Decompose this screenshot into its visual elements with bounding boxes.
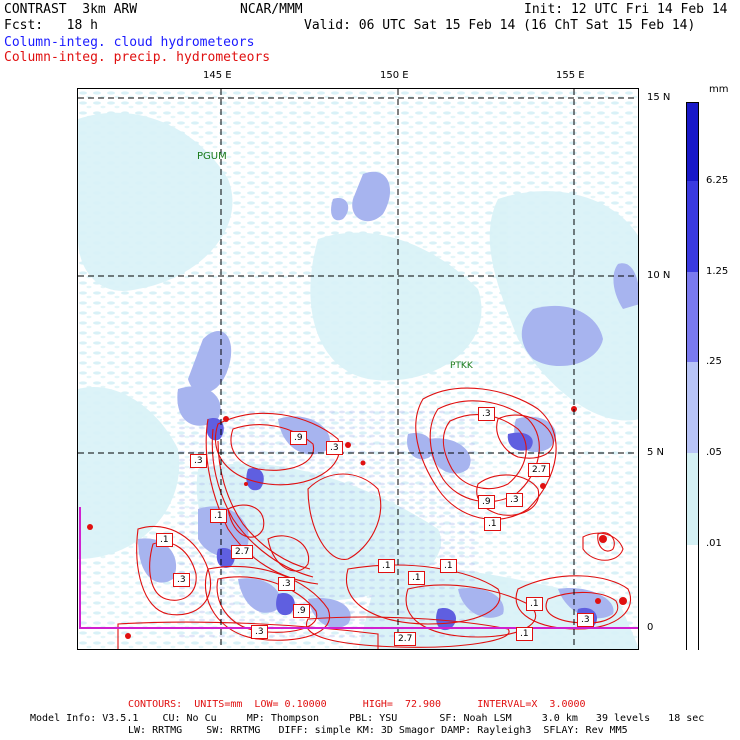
contour-label: .1 (516, 627, 533, 641)
field-precip-label: Column-integ. precip. hydrometeors (4, 50, 271, 65)
lon-label-145: 145 E (203, 70, 232, 81)
colorbar-segment (687, 545, 698, 651)
contour-label: .3 (326, 441, 343, 455)
contour-label: .3 (251, 625, 268, 639)
lon-label-150: 150 E (380, 70, 409, 81)
contour-label: .1 (378, 559, 395, 573)
contour-label: .3 (190, 454, 207, 468)
domain-boundary (79, 507, 638, 629)
contour-label: 2.7 (528, 463, 551, 477)
contour-label: .9 (478, 495, 495, 509)
colorbar-tick: 6.25 (706, 175, 729, 186)
model-info-line2: LW: RRTMG SW: RRTMG DIFF: simple KM: 3D … (128, 725, 628, 736)
contour-label: .1 (210, 509, 227, 523)
contour-label: .9 (290, 431, 307, 445)
precip-dots (87, 406, 627, 639)
forecast-hour: Fcst: 18 h (4, 18, 98, 33)
colorbar (686, 102, 699, 651)
init-time: Init: 12 UTC Fri 14 Feb 14 (524, 2, 728, 17)
valid-time: Valid: 06 UTC Sat 15 Feb 14 (16 ChT Sat … (304, 18, 696, 33)
precip-contours (117, 387, 632, 649)
contours-info: CONTOURS: UNITS=mm LOW= 0.10000 HIGH= 72… (128, 699, 586, 710)
contour-label: .3 (478, 407, 495, 421)
contour-label: .3 (577, 613, 594, 627)
colorbar-segment (687, 181, 698, 272)
contour-label: .1 (408, 571, 425, 585)
lat-label-15n: 15 N (647, 92, 671, 103)
organization-label: NCAR/MMM (240, 2, 303, 17)
contour-label: .1 (440, 559, 457, 573)
field-cloud-label: Column-integ. cloud hydrometeors (4, 35, 255, 50)
lon-label-155: 155 E (556, 70, 585, 81)
model-title: CONTRAST 3km ARW (4, 2, 138, 17)
lat-lon-grid (78, 89, 638, 649)
colorbar-segment (687, 272, 698, 362)
contour-label: 2.7 (231, 545, 254, 559)
colorbar-segment (687, 103, 698, 181)
lat-label-0: 0 (647, 622, 654, 633)
contour-label: 2.7 (394, 632, 417, 646)
model-info-line1: Model Info: V3.5.1 CU: No Cu MP: Thompso… (30, 713, 705, 724)
colorbar-unit: mm (709, 84, 729, 95)
colorbar-segment (687, 453, 698, 545)
colorbar-tick: .25 (706, 356, 722, 367)
contour-label: .3 (173, 573, 190, 587)
contour-label: .3 (278, 577, 295, 591)
contour-label: .1 (156, 533, 173, 547)
colorbar-tick: 1.25 (706, 266, 729, 277)
station-ptkk: PTKK (450, 361, 473, 371)
contour-label: .9 (293, 604, 310, 618)
forecast-map: .9 .3 .3 .1 .1 2.7 .3 .9 .3 .1 .1 .3 .9 … (77, 88, 639, 650)
lat-label-5n: 5 N (647, 447, 665, 458)
contour-label: .3 (506, 493, 523, 507)
map-field-svg (78, 89, 638, 649)
contour-label: .1 (484, 517, 501, 531)
station-pgum: PGUM (197, 151, 227, 162)
colorbar-segment (687, 362, 698, 453)
colorbar-tick: .01 (706, 538, 722, 549)
lat-label-10n: 10 N (647, 270, 671, 281)
contour-label: .1 (526, 597, 543, 611)
colorbar-tick: .05 (706, 447, 722, 458)
